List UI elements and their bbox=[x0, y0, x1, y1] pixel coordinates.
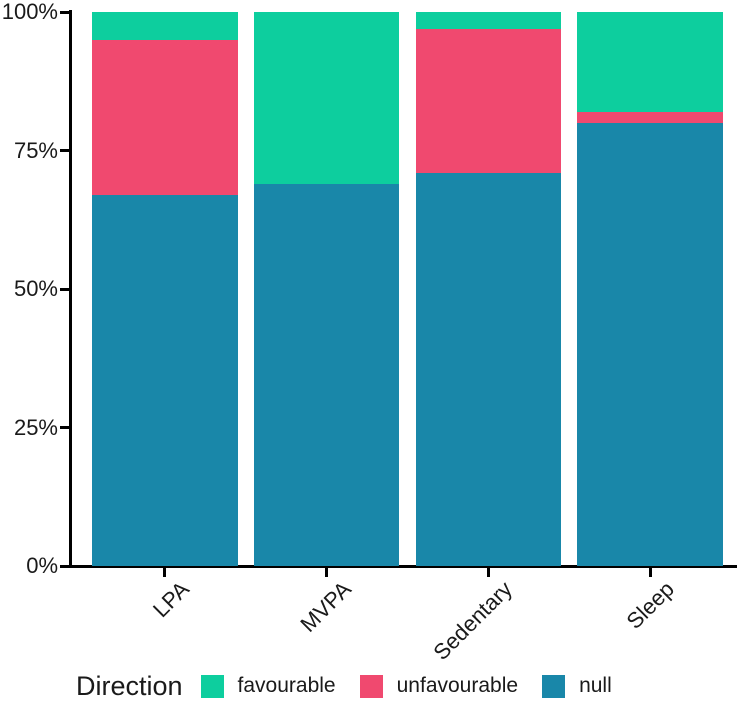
bar-slot-lpa bbox=[84, 12, 246, 566]
bars-container bbox=[84, 12, 731, 566]
x-axis-line bbox=[68, 565, 737, 568]
bar-sedentary bbox=[415, 12, 562, 566]
legend-swatch-favourable bbox=[200, 674, 224, 698]
x-tick-mark bbox=[486, 568, 490, 577]
y-tick-mark bbox=[60, 10, 70, 14]
bar-slot-sleep bbox=[569, 12, 731, 566]
y-tick-mark bbox=[60, 149, 70, 152]
x-tick-label-sedentary: Sedentary bbox=[428, 576, 518, 665]
legend-item-unfavourable: unfavourable bbox=[359, 674, 519, 698]
legend-items: favourable unfavourable null bbox=[200, 674, 636, 698]
y-tick-label: 0% bbox=[26, 553, 58, 578]
bar-sleep bbox=[577, 12, 723, 566]
y-tick-mark bbox=[60, 564, 70, 568]
y-tick-mark bbox=[60, 426, 70, 429]
segment-favourable-sedentary bbox=[415, 12, 562, 29]
segment-null-sedentary bbox=[415, 172, 562, 566]
x-tick-mark bbox=[325, 568, 329, 577]
x-tick-mark bbox=[648, 568, 652, 577]
segment-unfavourable-sleep bbox=[577, 111, 723, 123]
bar-slot-mvpa bbox=[246, 12, 408, 566]
x-tick-label-mvpa: MVPA bbox=[294, 576, 356, 637]
x-tick-label-lpa: LPA bbox=[147, 576, 194, 623]
legend-item-null: null bbox=[542, 674, 612, 698]
segment-favourable-mvpa bbox=[253, 12, 400, 184]
segment-null-sleep bbox=[577, 122, 723, 566]
y-axis-line bbox=[69, 10, 72, 568]
legend-label-favourable: favourable bbox=[237, 674, 336, 697]
bar-lpa bbox=[92, 12, 238, 566]
segment-null-lpa bbox=[92, 194, 238, 566]
legend-swatch-unfavourable bbox=[359, 674, 383, 698]
legend-label-null: null bbox=[579, 674, 612, 697]
segment-null-mvpa bbox=[253, 183, 400, 566]
legend-title: Direction bbox=[76, 670, 183, 701]
bar-mvpa bbox=[253, 12, 400, 566]
y-tick-label: 25% bbox=[13, 414, 58, 440]
segment-favourable-lpa bbox=[92, 12, 238, 40]
y-tick-label: 75% bbox=[13, 137, 58, 163]
legend-label-unfavourable: unfavourable bbox=[396, 674, 519, 697]
y-tick-label: 50% bbox=[13, 276, 58, 301]
y-tick-label: 100% bbox=[1, 0, 58, 24]
y-tick-mark bbox=[60, 287, 70, 291]
segment-unfavourable-lpa bbox=[92, 39, 238, 195]
legend-swatch-null bbox=[542, 674, 566, 698]
x-tick-label-sleep: Sleep bbox=[621, 576, 680, 634]
bar-slot-sedentary bbox=[408, 12, 570, 566]
x-tick-mark bbox=[163, 568, 167, 577]
segment-unfavourable-sedentary bbox=[415, 28, 562, 173]
segment-favourable-sleep bbox=[577, 12, 723, 112]
legend: Direction favourable unfavourable null bbox=[76, 671, 636, 701]
legend-item-favourable: favourable bbox=[200, 674, 336, 698]
